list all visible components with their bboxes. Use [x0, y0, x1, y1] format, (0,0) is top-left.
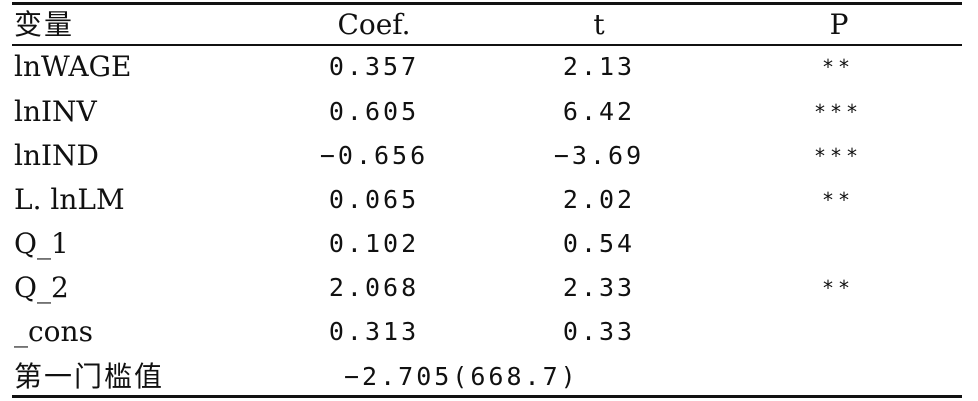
header-coef: Coef.: [337, 8, 411, 41]
table-row: lnINV 0.605 6.42 ***: [12, 90, 964, 134]
table-row: L. lnLM 0.065 2.02 **: [12, 178, 964, 222]
top-rule: [12, 2, 962, 5]
regression-table: 变量 Coef. t P lnWAGE 0.357 2.13 ** lnINV …: [12, 2, 962, 398]
row-p: **: [823, 188, 855, 212]
table-row: Q_2 2.068 2.33 **: [12, 266, 964, 310]
row-variable: lnWAGE: [14, 50, 132, 83]
row-p: **: [823, 55, 855, 79]
row-t: 6.42: [562, 97, 636, 126]
row-p: ***: [815, 100, 863, 124]
row-coef: 0.357: [328, 52, 420, 81]
threshold-empty: [714, 354, 964, 400]
row-variable: L. lnLM: [14, 183, 125, 216]
row-p: **: [823, 276, 855, 300]
row-variable: _cons: [14, 315, 93, 348]
threshold-row: 第一门槛值 −2.705(668.7): [12, 354, 964, 400]
row-t: −3.69: [553, 141, 645, 170]
row-p: [714, 222, 964, 266]
row-t: 2.13: [562, 52, 636, 81]
row-variable: lnIND: [14, 139, 99, 172]
header-rule: [12, 44, 962, 46]
row-coef: 2.068: [328, 273, 420, 302]
row-p: [714, 310, 964, 354]
header-variable: 变量: [14, 8, 75, 41]
threshold-value: −2.705(668.7): [344, 362, 579, 391]
row-t: 2.02: [562, 185, 636, 214]
row-coef: −0.656: [319, 141, 429, 170]
row-variable: lnINV: [14, 95, 97, 128]
row-coef: 0.313: [328, 317, 420, 346]
row-variable: Q_1: [14, 227, 69, 260]
table-row: Q_1 0.102 0.54: [12, 222, 964, 266]
row-coef: 0.605: [328, 97, 420, 126]
header-t: t: [593, 8, 605, 41]
table-row: _cons 0.313 0.33: [12, 310, 964, 354]
bottom-rule: [12, 395, 962, 398]
row-variable: Q_2: [14, 271, 69, 304]
regression-results: 变量 Coef. t P lnWAGE 0.357 2.13 ** lnINV …: [12, 5, 964, 400]
row-t: 0.33: [562, 317, 636, 346]
header-row: 变量 Coef. t P: [12, 5, 964, 44]
table-row: lnWAGE 0.357 2.13 **: [12, 44, 964, 90]
header-p: P: [829, 8, 849, 41]
table-row: lnIND −0.656 −3.69 ***: [12, 134, 964, 178]
threshold-label: 第一门槛值: [14, 360, 165, 393]
row-coef: 0.102: [328, 229, 420, 258]
row-t: 2.33: [562, 273, 636, 302]
row-coef: 0.065: [328, 185, 420, 214]
row-t: 0.54: [562, 229, 636, 258]
row-p: ***: [815, 144, 863, 168]
